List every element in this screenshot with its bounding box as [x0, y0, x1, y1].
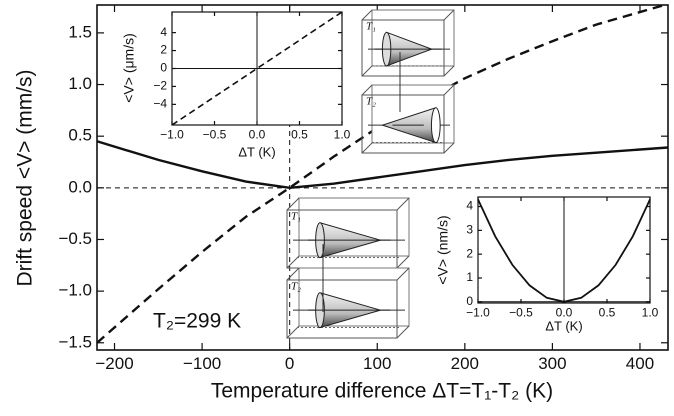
y-tick-label: −0.5 [58, 229, 92, 248]
x-tick-label: −1.0 [160, 127, 184, 141]
y-tick-label: 4 [160, 25, 167, 39]
box-edge [396, 267, 410, 281]
box-edge [396, 197, 410, 211]
x-tick-label: 0.0 [249, 127, 266, 141]
x-tick-label: −100 [183, 354, 221, 373]
annotation: T₂=299 K [153, 310, 241, 333]
x-tick-label: 300 [538, 354, 566, 373]
box-edge [396, 255, 410, 269]
x-tick-label: 100 [363, 354, 391, 373]
box-front [361, 94, 445, 154]
box-label: T₂ [366, 96, 376, 108]
x-tick-label: 1.0 [642, 305, 659, 319]
x-axis-label: ΔT (K) [238, 144, 275, 159]
plot-frame [96, 4, 669, 351]
y-tick-label: 1.5 [68, 22, 92, 41]
box-front [361, 19, 445, 77]
y-tick-label: −2 [153, 79, 167, 93]
schematic-box: T₂ [286, 267, 410, 339]
chart-panel: −200 −100 0 100 200 300 400−1.5−1.0−0.50.00.51… [14, 4, 669, 403]
x-tick-label: −0.5 [509, 305, 533, 319]
x-tick-label: 1.0 [334, 127, 351, 141]
y-tick-label: 2 [466, 246, 473, 260]
y-tick-label: 0 [160, 61, 167, 75]
x-tick-label: 0.0 [556, 305, 573, 319]
data-line [97, 140, 668, 190]
box-edge [361, 65, 373, 77]
box-edge [443, 65, 455, 77]
y-axis-label: <V> (nm/s) [435, 215, 451, 284]
box-front [286, 279, 398, 339]
y-tick-label: 2 [160, 43, 167, 57]
y-axis-label: <V> (μm/s) [121, 33, 137, 103]
cone-base [430, 107, 441, 144]
chart-panel: −1.0 −0.5 0.0 0.5 1.0 0 1 2 3 4 ΔT (K) <V> (nm/s) [435, 196, 659, 333]
box-label: T₁ [366, 21, 376, 33]
y-tick-label: 3 [466, 223, 473, 237]
box-edge [361, 84, 373, 96]
x-tick-label: 400 [626, 354, 654, 373]
y-tick-label: −1.5 [58, 332, 92, 351]
data-line [97, 5, 668, 344]
y-tick-label: 0.0 [68, 177, 92, 196]
x-tick-label: 0 [285, 354, 294, 373]
y-tick-label: −4 [153, 97, 167, 111]
box-edge [443, 9, 455, 21]
schematic-box: T₁ [286, 197, 410, 269]
y-tick-label: 0.5 [68, 126, 92, 145]
y-tick-label: 0 [466, 294, 473, 308]
x-tick-label: −200 [95, 354, 133, 373]
schematic-box: T₁ [361, 9, 455, 77]
x-tick-label: 0.5 [291, 127, 308, 141]
box-edge [443, 84, 455, 96]
box-edge [396, 325, 410, 339]
box-edge [443, 142, 455, 154]
y-tick-label: 1.0 [68, 74, 92, 93]
y-axis-label: Drift speed <V> (mm/s) [14, 69, 37, 286]
x-axis-label: ΔT (K) [545, 318, 582, 333]
x-tick-label: −0.5 [203, 127, 227, 141]
x-tick-label: −1.0 [466, 305, 490, 319]
chart-panel: −1.0 −0.5 0.0 0.5 1.0 −4 −2 0 2 4 ΔT (K) <V> (μm/s) [121, 11, 351, 159]
box-label: T₂ [291, 281, 301, 293]
y-tick-label: 1 [466, 270, 473, 284]
x-axis-label: Temperature difference ΔT=T₁-T₂ (K) [211, 380, 553, 403]
x-tick-label: 0.5 [599, 305, 616, 319]
box-edge [361, 142, 373, 154]
box-edge [361, 9, 373, 21]
box-edge [286, 197, 300, 211]
data-line [172, 12, 342, 125]
x-tick-label: 200 [451, 354, 479, 373]
y-tick-label: −1.0 [58, 281, 92, 300]
y-tick-label: 4 [466, 199, 473, 213]
box-label: T₁ [291, 211, 301, 223]
box-edge [286, 267, 300, 281]
schematic-box: T₂ [361, 84, 455, 154]
